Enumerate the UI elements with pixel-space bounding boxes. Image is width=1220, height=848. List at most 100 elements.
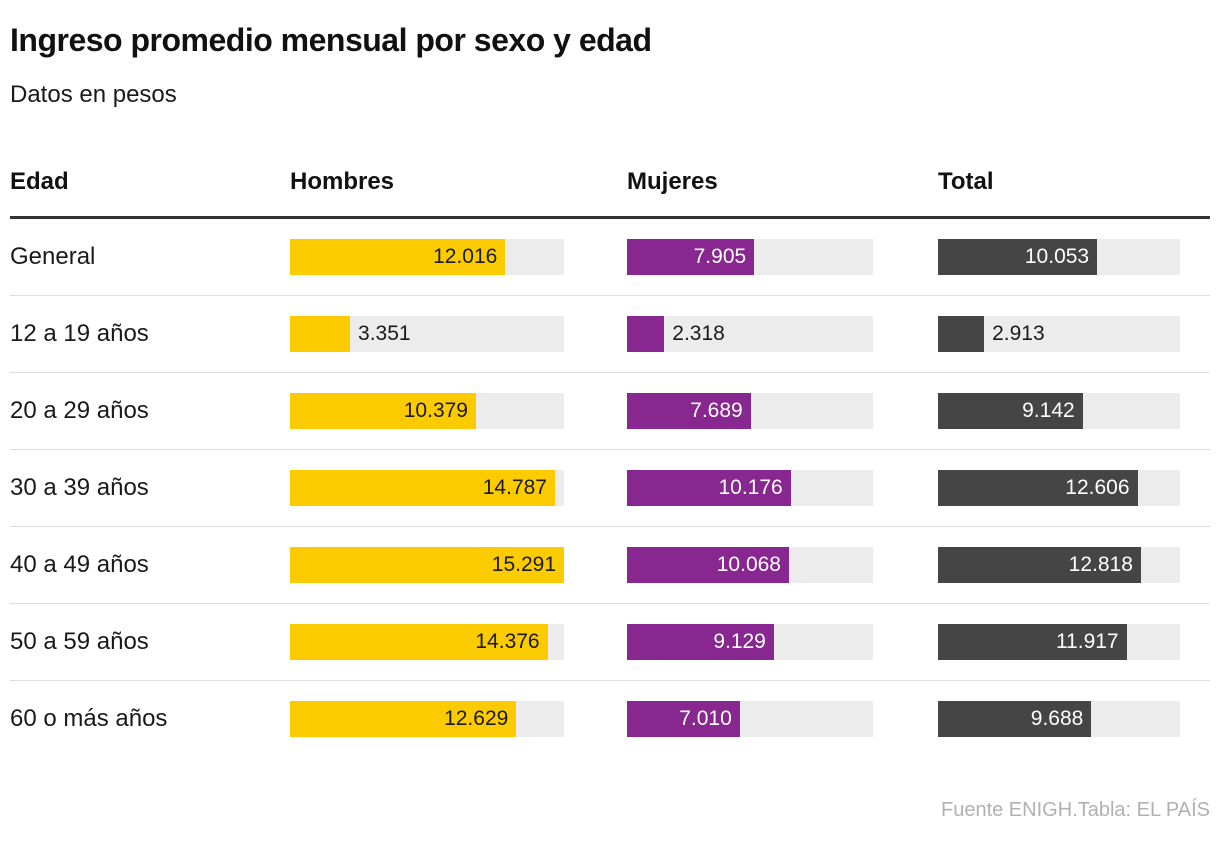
bar-value-label: 9.688 bbox=[1030, 707, 1084, 731]
bar-value-label: 14.787 bbox=[482, 476, 547, 500]
bar-total bbox=[938, 624, 1127, 661]
bar-track: 12.818 bbox=[938, 547, 1180, 584]
bar-mujeres bbox=[627, 547, 789, 584]
bar-track: 14.787 bbox=[290, 470, 564, 507]
bar-mujeres bbox=[627, 316, 665, 353]
bar-cell-hombres: 12.629 bbox=[290, 681, 627, 757]
bar-total bbox=[938, 547, 1141, 584]
bar-total bbox=[938, 316, 985, 353]
row-label-edad: 40 a 49 años bbox=[10, 551, 149, 579]
bar-track: 10.053 bbox=[938, 239, 1180, 276]
bar-cell-hombres: 15.291 bbox=[290, 527, 627, 603]
bar-cell-mujeres: 9.129 bbox=[627, 604, 938, 680]
bar-value-label: 10.053 bbox=[1024, 245, 1090, 269]
bar-track: 3.351 bbox=[290, 316, 564, 353]
column-header-edad: Edad bbox=[10, 168, 69, 196]
table-row: General 12.016 7.905 10.053 bbox=[10, 219, 1210, 297]
bar-hombres bbox=[290, 624, 548, 661]
bar-track: 12.606 bbox=[938, 470, 1180, 507]
bar-value-label: 3.351 bbox=[358, 322, 411, 346]
bar-mujeres bbox=[627, 624, 774, 661]
bar-cell-hombres: 12.016 bbox=[290, 219, 627, 295]
row-label-edad: 60 o más años bbox=[10, 705, 168, 733]
row-label-edad: 20 a 29 años bbox=[10, 397, 149, 425]
bar-hombres bbox=[290, 393, 476, 430]
bar-track: 7.010 bbox=[627, 701, 873, 738]
bar-mujeres bbox=[627, 239, 755, 276]
bar-value-label: 9.142 bbox=[1022, 399, 1075, 423]
bar-cell-total: 9.142 bbox=[938, 373, 1210, 449]
bar-track: 9.129 bbox=[627, 624, 873, 661]
table-row: 40 a 49 años 15.291 10.068 12.818 bbox=[10, 527, 1210, 605]
bar-cell-mujeres: 10.176 bbox=[627, 450, 938, 526]
page-title: Ingreso promedio mensual por sexo y edad bbox=[10, 22, 652, 58]
bar-track: 7.905 bbox=[627, 239, 873, 276]
bar-total bbox=[938, 239, 1098, 276]
bar-value-label: 7.689 bbox=[690, 399, 743, 423]
bar-value-label: 12.606 bbox=[1065, 476, 1130, 500]
bar-value-label: 14.376 bbox=[475, 630, 540, 654]
bar-cell-total: 9.688 bbox=[938, 681, 1210, 757]
bar-value-label: 2.913 bbox=[992, 322, 1045, 346]
bar-track: 12.629 bbox=[290, 701, 564, 738]
bar-track: 9.688 bbox=[938, 701, 1180, 738]
bar-value-label: 2.318 bbox=[672, 322, 725, 346]
bar-value-label: 15.291 bbox=[491, 553, 556, 577]
bar-hombres bbox=[290, 701, 517, 738]
bar-value-label: 12.818 bbox=[1068, 553, 1133, 577]
bar-value-label: 10.068 bbox=[716, 553, 781, 577]
bar-cell-hombres: 10.379 bbox=[290, 373, 627, 449]
bar-track: 7.689 bbox=[627, 393, 873, 430]
chart-page: Ingreso promedio mensual por sexo y edad… bbox=[10, 22, 1210, 822]
row-label-edad: 50 a 59 años bbox=[10, 628, 149, 656]
bar-track: 12.016 bbox=[290, 239, 564, 276]
bar-mujeres bbox=[627, 470, 791, 507]
bar-value-label: 7.010 bbox=[679, 707, 732, 731]
source-attribution: Fuente ENIGH.Tabla: EL PAÍS bbox=[940, 799, 1210, 822]
table-row: 20 a 29 años 10.379 7.689 9.142 bbox=[10, 373, 1210, 451]
bar-value-label: 9.129 bbox=[713, 630, 766, 654]
bar-total bbox=[938, 393, 1083, 430]
bar-cell-hombres: 14.787 bbox=[290, 450, 627, 526]
bar-cell-total: 10.053 bbox=[938, 219, 1210, 295]
table-rows: General 12.016 7.905 10.053 12 a 19 años 3.35… bbox=[10, 219, 1210, 757]
bar-track: 10.379 bbox=[290, 393, 564, 430]
table-row: 50 a 59 años 14.376 9.129 11.917 bbox=[10, 604, 1210, 682]
bar-cell-hombres: 3.351 bbox=[290, 296, 627, 372]
column-header-total: Total bbox=[938, 168, 994, 196]
bar-value-label: 10.176 bbox=[718, 476, 783, 500]
bar-value-label: 11.917 bbox=[1055, 630, 1119, 654]
bar-total bbox=[938, 701, 1092, 738]
bar-cell-total: 12.606 bbox=[938, 450, 1210, 526]
bar-cell-hombres: 14.376 bbox=[290, 604, 627, 680]
bar-hombres bbox=[290, 547, 564, 584]
bar-mujeres bbox=[627, 393, 751, 430]
bar-cell-mujeres: 7.010 bbox=[627, 681, 938, 757]
bar-cell-mujeres: 2.318 bbox=[627, 296, 938, 372]
bar-cell-total: 11.917 bbox=[938, 604, 1210, 680]
table-row: 60 o más años 12.629 7.010 9.688 bbox=[10, 681, 1210, 757]
bar-value-label: 7.905 bbox=[693, 245, 747, 269]
column-header-hombres: Hombres bbox=[290, 168, 395, 196]
bar-track: 9.142 bbox=[938, 393, 1180, 430]
bar-value-label: 12.016 bbox=[433, 245, 498, 269]
bar-track: 10.176 bbox=[627, 470, 873, 507]
row-label-edad: 30 a 39 años bbox=[10, 474, 149, 502]
row-label-edad: 12 a 19 años bbox=[10, 320, 149, 348]
table-row: 12 a 19 años 3.351 2.318 2.913 bbox=[10, 296, 1210, 374]
bar-track: 15.291 bbox=[290, 547, 564, 584]
bar-total bbox=[938, 470, 1138, 507]
bar-value-label: 12.629 bbox=[444, 707, 509, 731]
bar-hombres bbox=[290, 239, 506, 276]
bar-cell-mujeres: 10.068 bbox=[627, 527, 938, 603]
bar-hombres bbox=[290, 470, 555, 507]
bar-hombres bbox=[290, 316, 351, 353]
bar-cell-mujeres: 7.905 bbox=[627, 219, 938, 295]
column-header-mujeres: Mujeres bbox=[627, 168, 718, 196]
bar-cell-mujeres: 7.689 bbox=[627, 373, 938, 449]
page-subtitle: Datos en pesos bbox=[10, 80, 177, 108]
bar-track: 2.913 bbox=[938, 316, 1180, 353]
table-row: 30 a 39 años 14.787 10.176 12.606 bbox=[10, 450, 1210, 528]
table-header-row: Edad Hombres Mujeres Total bbox=[10, 168, 1210, 220]
bar-mujeres bbox=[627, 701, 740, 738]
